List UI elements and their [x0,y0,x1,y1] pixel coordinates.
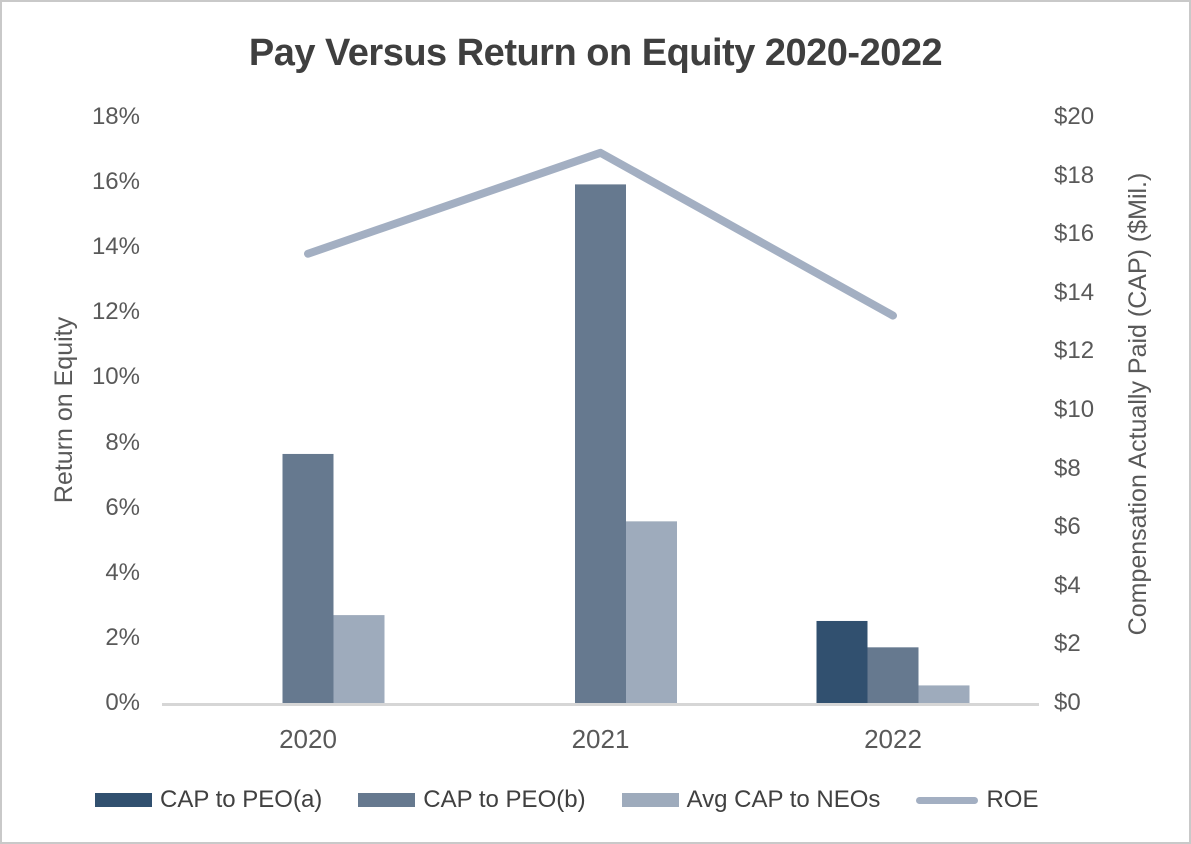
legend-color-swatch-icon [95,793,152,807]
left-axis-tick-label: 14% [91,233,140,261]
bar-cap-to-peo-b--2021 [575,184,626,703]
legend-item-cap-to-peo-a-: CAP to PEO(a) [95,786,322,814]
right-axis-tick-label: $6 [1054,513,1081,541]
right-axis-tick-label: $10 [1054,396,1095,423]
left-axis-tick-label: 6% [105,493,140,521]
left-axis-tick-label: 12% [91,298,140,326]
bar-avg-cap-to-neos-2021 [626,521,677,703]
left-axis-tick-label: 4% [105,558,140,586]
legend-label: CAP to PEO(a) [160,786,323,813]
right-axis-tick-label: $20 [1054,103,1095,130]
x-axis-label-2020: 2020 [279,724,337,754]
left-axis-tick-label: 8% [105,428,140,456]
left-axis-tick-label: 2% [105,623,140,651]
x-axis-label-2021: 2021 [571,724,630,754]
legend-item-roe: ROE [916,786,1038,814]
legend-label: Avg CAP to NEOs [686,786,881,813]
left-axis-tick-label: 0% [105,689,140,716]
roe-line [304,148,897,320]
right-axis-ticks: $0 $2 $4 $6 $8 $10 $12 $14 $16 $18 $20 [1054,2,1174,842]
legend-line-swatch-icon [916,796,979,804]
right-axis-tick-label: $18 [1054,161,1095,189]
right-axis-tick-label: $16 [1054,220,1095,248]
legend-item-avg-cap-to-neos: Avg CAP to NEOs [621,786,881,814]
legend-label: CAP to PEO(b) [423,786,586,813]
legend: CAP to PEO(a) CAP to PEO(b) Avg CAP to NEO… [95,780,1038,820]
left-axis-tick-label: 18% [91,103,140,130]
chart-title: Pay Versus Return on Equity 2020-2022 [248,32,943,74]
bar-avg-cap-to-neos-2020 [333,615,385,703]
right-axis-tick-label: $0 [1054,689,1081,716]
right-axis-tick-label: $14 [1054,278,1095,306]
right-axis-tick-label: $4 [1054,571,1081,599]
bar-cap-to-peo-b--2022 [867,647,919,703]
left-axis-ticks: 0% 2% 4% 6% 8% 10% 12% 14% 16% 18% [62,2,140,842]
right-axis-tick-label: $8 [1054,454,1081,482]
legend-color-swatch-icon [358,793,416,807]
right-axis-tick-label: $12 [1054,337,1095,365]
legend-label: ROE [986,786,1039,813]
legend-color-swatch-icon [621,793,679,807]
bar-cap-to-peo-b--2020 [282,453,334,703]
x-axis-label-2022: 2022 [864,724,922,754]
bar-cap-to-peo-a--2022 [816,620,868,703]
bar-avg-cap-to-neos-2022 [918,685,970,703]
left-axis-tick-label: 10% [91,363,140,391]
left-axis-tick-label: 16% [91,168,140,196]
right-axis-tick-label: $2 [1054,630,1081,658]
legend-item-cap-to-peo-b-: CAP to PEO(b) [358,786,586,814]
